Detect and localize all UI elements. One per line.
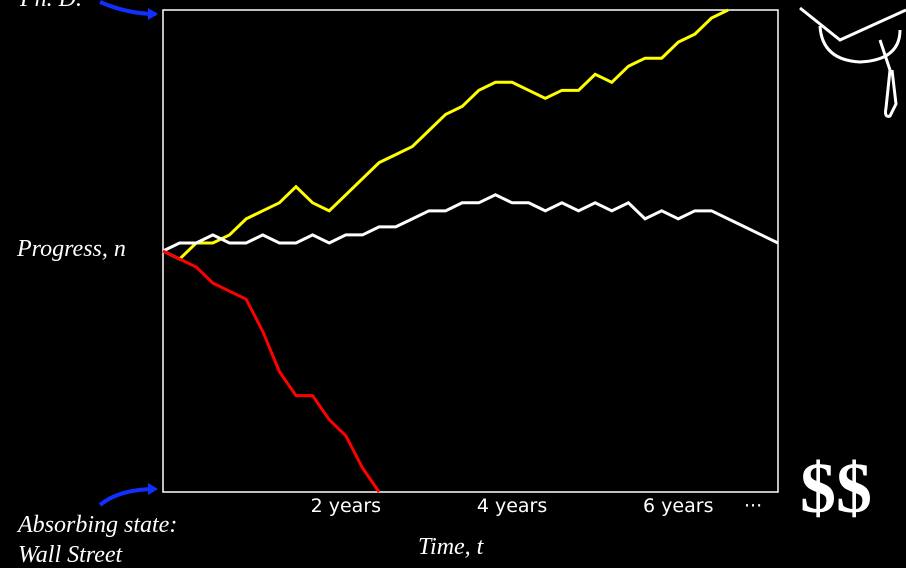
x-tick-label: 4 years xyxy=(477,495,547,517)
annotation: Wall Street xyxy=(18,542,124,568)
chart: Ph. D. Progress, n Absorbing state: Wall… xyxy=(0,0,906,568)
annotation: Absorbing state: xyxy=(16,512,177,538)
y-axis-label: Progress, n xyxy=(16,236,126,262)
x-tick-label: ··· xyxy=(744,495,762,517)
background xyxy=(0,0,906,568)
x-axis-label: Time, t xyxy=(418,534,485,560)
x-tick-label: 2 years xyxy=(311,495,381,517)
top-label: Ph. D. xyxy=(19,0,82,12)
corner-text: $$ xyxy=(800,448,872,528)
x-tick-label: 6 years xyxy=(643,495,713,517)
